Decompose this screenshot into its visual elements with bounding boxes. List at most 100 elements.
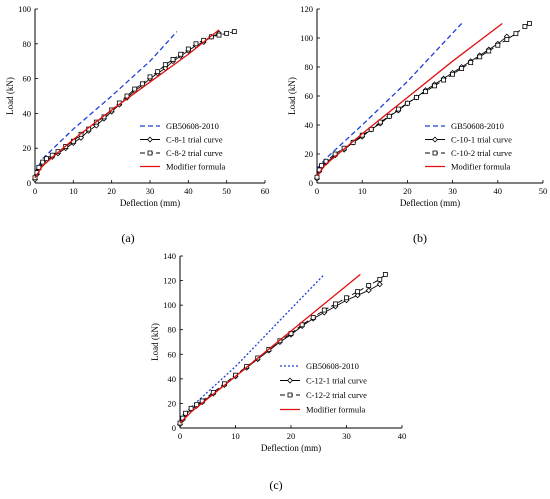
series-3 xyxy=(314,21,532,180)
y-tick-label: 60 xyxy=(305,91,314,101)
legend: GB50608-2010 C-10-1 trial curve C-10-2 tri… xyxy=(425,121,512,172)
y-tick-label: 100 xyxy=(163,300,176,310)
data-point xyxy=(495,42,501,48)
y-tick-label: 0 xyxy=(309,178,313,188)
legend-entry: C-10-2 trial curve xyxy=(451,148,512,158)
legend-marker xyxy=(432,150,438,156)
y-tick-label: 120 xyxy=(300,4,313,14)
data-point xyxy=(368,126,374,132)
data-point xyxy=(522,23,528,29)
data-point xyxy=(319,163,324,169)
y-tick-label: 80 xyxy=(305,62,314,72)
legend-entry: C-12-2 trial curve xyxy=(306,390,367,400)
data-point xyxy=(423,89,428,95)
legend: GB50608-2010 C-12-1 trial curve C-12-2 tri… xyxy=(280,361,367,415)
series-line xyxy=(34,29,220,179)
legend: GB50608-2010 C-8-1 trial curve C-8-2 trial… xyxy=(140,121,225,172)
data-point xyxy=(414,95,419,100)
data-point xyxy=(323,158,329,164)
data-point xyxy=(321,307,327,313)
legend-entry: Modifier formula xyxy=(451,162,510,172)
legend-entry: C-8-2 trial curve xyxy=(166,148,223,158)
x-axis-label: Deflection (mm) xyxy=(400,198,460,208)
x-tick-label: 10 xyxy=(69,186,78,196)
y-tick-label: 40 xyxy=(168,374,177,384)
data-point xyxy=(44,156,49,162)
data-point xyxy=(310,315,316,320)
y-tick-label: 80 xyxy=(168,325,177,335)
x-tick-label: 0 xyxy=(315,186,319,196)
data-point xyxy=(231,29,237,35)
legend-entry: Modifier formula xyxy=(306,405,365,415)
data-point xyxy=(194,402,200,408)
legend-marker xyxy=(147,150,153,156)
chart-panel-3: 0 10 20 30 40 0 20 40 60 80 100 120 140 Deflection (m… xyxy=(150,251,406,492)
legend-marker xyxy=(432,136,438,143)
x-tick-label: 10 xyxy=(231,431,240,441)
series-4 xyxy=(316,22,503,177)
data-point xyxy=(527,21,532,26)
y-tick-label: 40 xyxy=(305,120,314,130)
legend-marker xyxy=(287,377,293,384)
data-point xyxy=(162,62,168,68)
series-line xyxy=(34,31,178,173)
data-point xyxy=(40,159,46,165)
data-point xyxy=(441,77,446,83)
data-point xyxy=(139,81,145,87)
data-point xyxy=(355,289,361,295)
data-point xyxy=(224,30,230,36)
series-line xyxy=(316,23,463,169)
data-point xyxy=(299,322,305,328)
x-tick-label: 50 xyxy=(539,186,548,196)
data-point xyxy=(366,283,372,288)
x-tick-label: 0 xyxy=(33,186,37,196)
y-tick-label: 20 xyxy=(23,143,32,153)
y-tick-label: 140 xyxy=(163,251,176,261)
data-point xyxy=(386,113,392,119)
panel-label: (c) xyxy=(269,478,282,492)
data-point xyxy=(132,86,138,92)
legend-marker xyxy=(287,392,293,398)
x-tick-label: 30 xyxy=(448,186,457,196)
data-point xyxy=(183,410,188,416)
panel-label: (a) xyxy=(121,231,134,245)
series-4 xyxy=(34,29,220,179)
data-point xyxy=(504,37,510,42)
x-tick-label: 60 xyxy=(261,186,270,196)
data-point xyxy=(365,287,372,294)
series-line xyxy=(179,273,325,419)
y-tick-label: 20 xyxy=(305,149,314,159)
series-line xyxy=(179,273,361,424)
chart-panel-2: 0 10 20 30 40 50 0 20 40 60 80 100 120 Deflection (mm… xyxy=(287,4,547,245)
data-point xyxy=(486,48,492,54)
y-tick-label: 40 xyxy=(23,108,32,118)
series-line xyxy=(179,283,381,425)
data-point xyxy=(376,281,383,288)
data-point xyxy=(468,60,474,66)
series-line xyxy=(316,22,503,177)
x-axis-label: Deflection (mm) xyxy=(261,443,321,453)
data-point xyxy=(216,32,222,38)
y-tick-label: 0 xyxy=(172,423,176,433)
data-point xyxy=(332,301,338,307)
y-tick-label: 100 xyxy=(300,33,313,43)
panel-label: (b) xyxy=(413,231,427,245)
x-tick-label: 20 xyxy=(403,186,412,196)
series-1 xyxy=(316,23,463,169)
series-2 xyxy=(32,30,222,183)
data-point xyxy=(193,41,199,47)
y-tick-label: 100 xyxy=(18,4,31,14)
data-point xyxy=(185,46,191,52)
y-axis-label: Load (kN) xyxy=(150,323,160,361)
y-tick-label: 120 xyxy=(163,276,176,286)
data-point xyxy=(155,69,161,75)
x-tick-label: 40 xyxy=(184,186,193,196)
data-point xyxy=(477,54,483,60)
legend-entry: C-10-1 trial curve xyxy=(451,135,512,145)
x-tick-label: 20 xyxy=(287,431,296,441)
data-point xyxy=(513,31,519,37)
data-point xyxy=(178,51,184,57)
x-tick-label: 30 xyxy=(146,186,155,196)
